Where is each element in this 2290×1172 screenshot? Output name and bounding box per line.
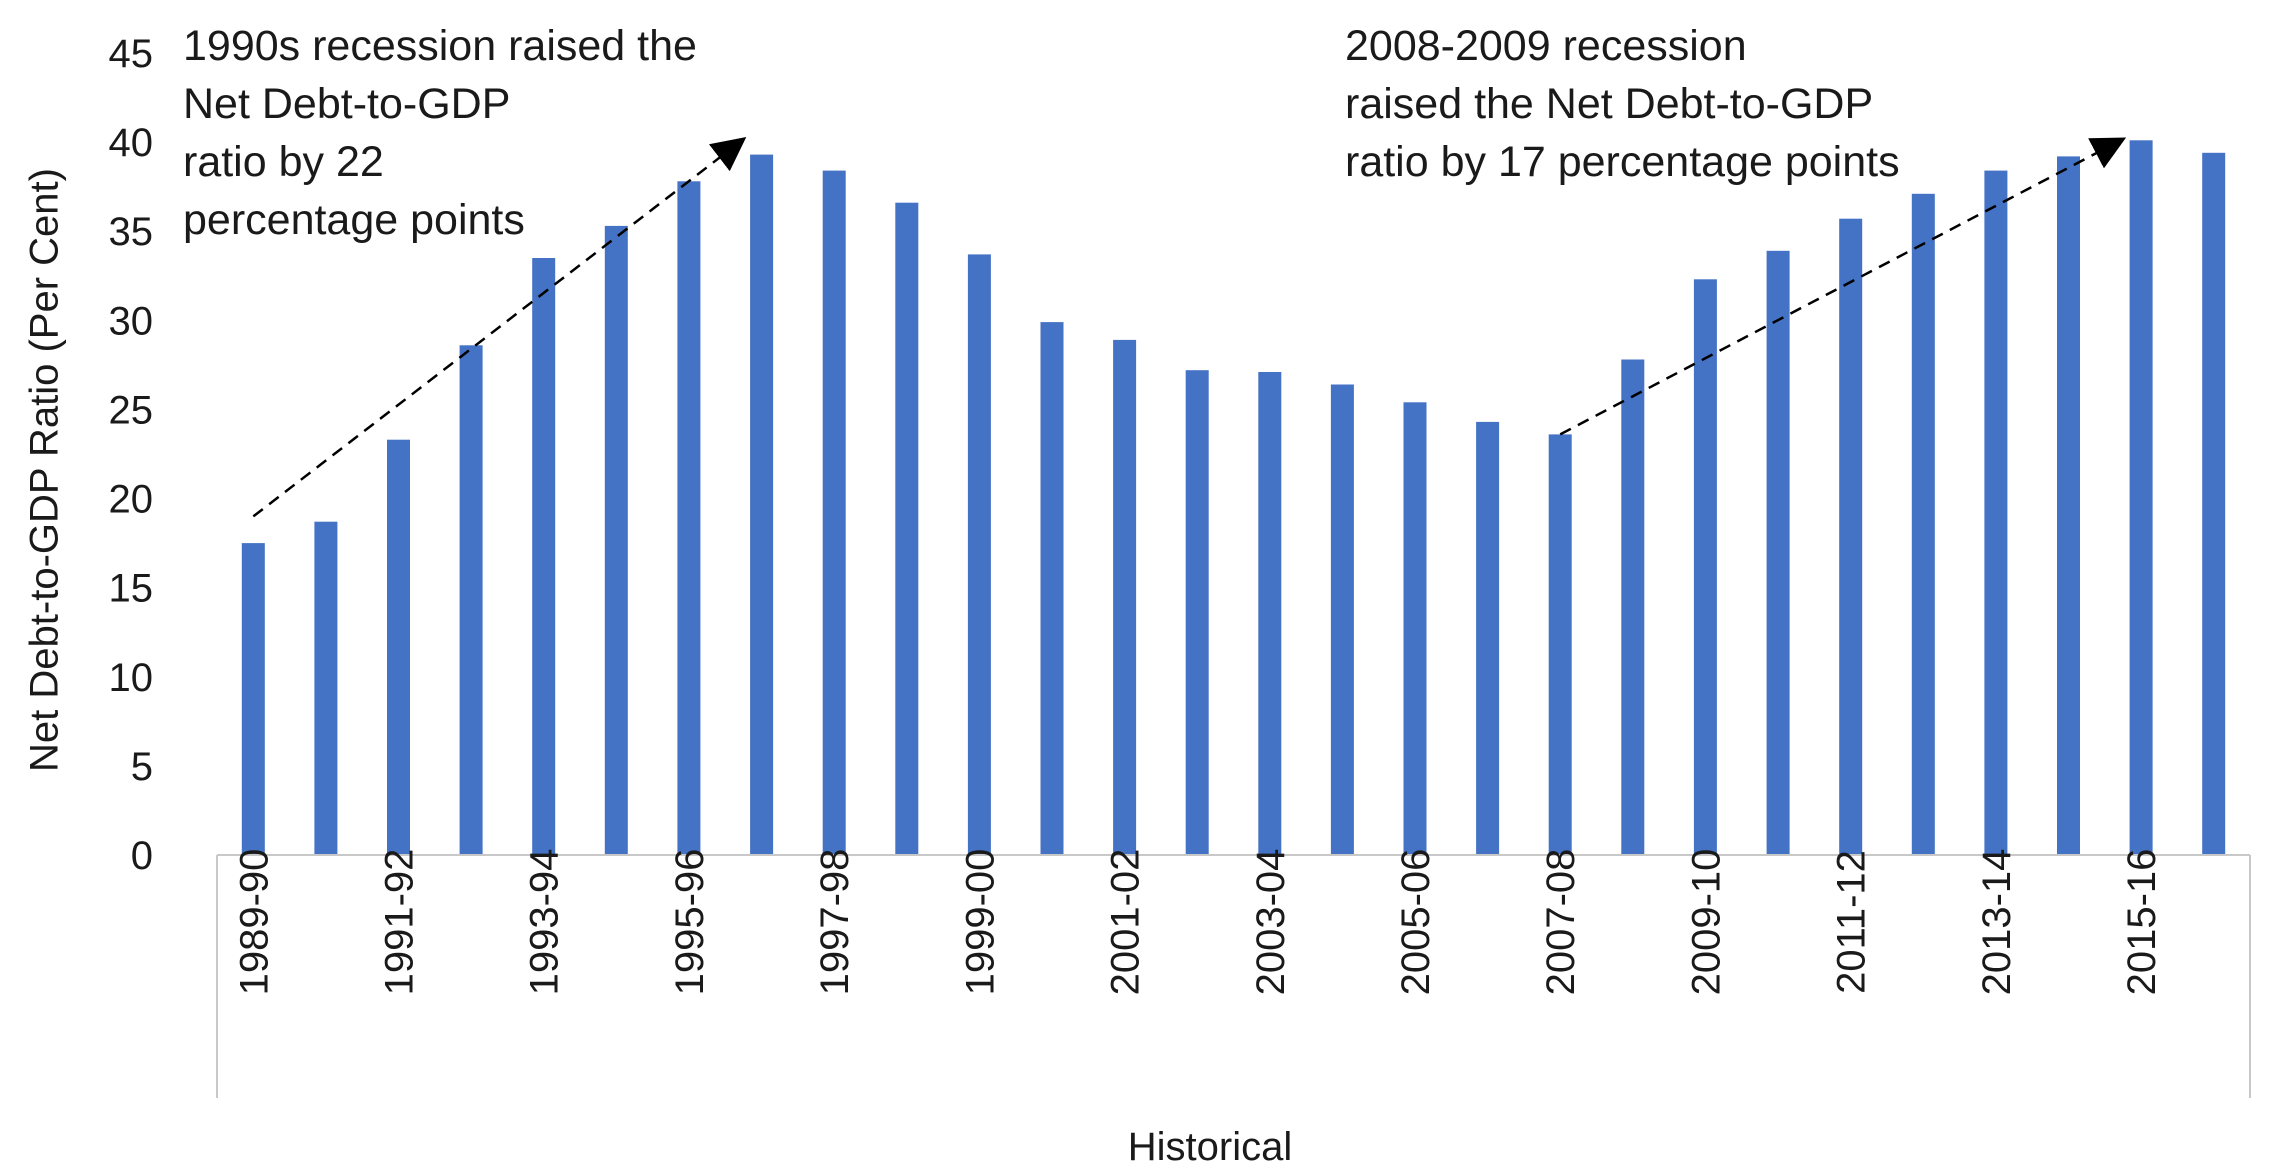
y-tick-label: 30 bbox=[109, 299, 154, 343]
bar-2016-17 bbox=[2202, 152, 2226, 856]
x-tick-label: 1993-94 bbox=[523, 849, 567, 996]
y-tick-labels: 0 5 10 15 20 25 30 35 40 45 bbox=[109, 32, 154, 878]
y-axis-title: Net Debt-to-GDP Ratio (Per Cent) bbox=[22, 168, 67, 772]
bar-series bbox=[241, 140, 2226, 856]
y-tick-label: 25 bbox=[109, 388, 154, 432]
y-tick-label: 35 bbox=[109, 210, 154, 254]
bar-1995-96 bbox=[677, 181, 701, 856]
bar-2014-15 bbox=[2057, 156, 2080, 855]
x-tick-label: 1989-90 bbox=[232, 849, 276, 996]
bar-1993-94 bbox=[532, 258, 556, 855]
bar-1992-93 bbox=[459, 345, 483, 855]
x-tick-label: 1991-92 bbox=[378, 849, 422, 996]
bar-1998-99 bbox=[895, 202, 919, 855]
x-tick-labels: 1989-90 1991-92 1993-94 1995-96 1997-98 1999-… bbox=[232, 849, 2164, 996]
y-tick-label: 15 bbox=[109, 567, 154, 611]
bar-2013-14 bbox=[1984, 170, 2008, 856]
y-tick-label: 0 bbox=[131, 834, 153, 878]
y-tick-label: 20 bbox=[109, 478, 154, 522]
x-tick-label: 1997-98 bbox=[813, 849, 857, 996]
y-tick-label: 40 bbox=[109, 121, 154, 165]
bar-2015-16 bbox=[2129, 140, 2153, 856]
bar-1994-95 bbox=[604, 225, 628, 855]
bar-2012-13 bbox=[1911, 193, 1935, 856]
bar-2007-08 bbox=[1548, 434, 1572, 855]
bar-2010-11 bbox=[1766, 250, 1790, 856]
annotation-1990s-recession: 1990s recession raised the Net Debt-to-G… bbox=[183, 22, 697, 244]
x-tick-label: 1999-00 bbox=[958, 849, 1002, 996]
bar-1997-98 bbox=[822, 170, 846, 856]
bar-1990-91 bbox=[314, 521, 338, 855]
bar-1991-92 bbox=[387, 439, 410, 855]
y-tick-label: 5 bbox=[131, 745, 153, 789]
bar-2006-07 bbox=[1476, 421, 1500, 855]
annotation-2008-2009-recession: 2008-2009 recession raised the Net Debt-… bbox=[1345, 22, 1900, 186]
bar-2002-03 bbox=[1185, 370, 1209, 855]
y-tick-label: 10 bbox=[109, 656, 154, 700]
y-tick-label: 45 bbox=[109, 32, 154, 76]
x-tick-label: 1995-96 bbox=[668, 849, 712, 996]
bar-2004-05 bbox=[1330, 384, 1354, 855]
annotation-arrow-1 bbox=[252, 137, 747, 518]
bar-2001-02 bbox=[1113, 339, 1137, 855]
x-tick-label: 2007-08 bbox=[1539, 849, 1583, 996]
bar-2003-04 bbox=[1258, 372, 1282, 855]
x-tick-label: 2013-14 bbox=[1975, 849, 2019, 996]
bar-2005-06 bbox=[1403, 402, 1427, 855]
bar-2009-10 bbox=[1693, 279, 1717, 855]
bar-1996-97 bbox=[750, 154, 774, 856]
x-tick-label: 2009-10 bbox=[1684, 849, 1728, 996]
bar-2000-01 bbox=[1040, 322, 1064, 856]
annotation-arrow-2 bbox=[1559, 137, 2127, 436]
x-axis-title: Historical bbox=[1127, 1125, 1293, 1169]
bar-1999-00 bbox=[967, 254, 991, 855]
x-tick-label: 2011-12 bbox=[1830, 850, 1874, 994]
bar-2011-12 bbox=[1839, 218, 1863, 855]
x-tick-label: 2005-06 bbox=[1394, 849, 1438, 996]
bar-1989-90 bbox=[241, 543, 265, 855]
x-tick-label: 2003-04 bbox=[1249, 849, 1293, 996]
annotation-arrows bbox=[252, 137, 2127, 518]
x-tick-label: 2015-16 bbox=[2120, 849, 2164, 996]
axes bbox=[216, 854, 2251, 1098]
bar-2008-09 bbox=[1621, 359, 1645, 855]
x-tick-label: 2001-02 bbox=[1104, 849, 1148, 996]
